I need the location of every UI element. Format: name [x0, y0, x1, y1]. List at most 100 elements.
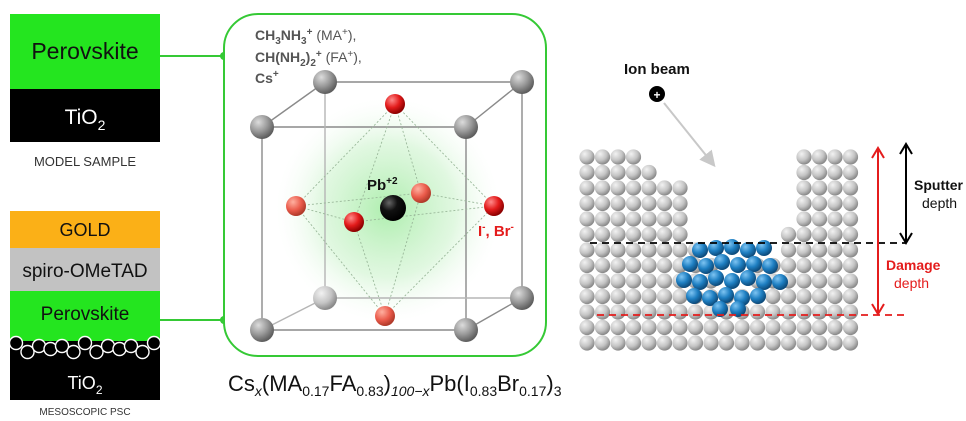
substrate-atom — [811, 304, 828, 320]
substrate-atom — [610, 149, 626, 165]
substrate-atom — [610, 211, 626, 227]
substrate-atom — [625, 288, 642, 305]
substrate-atom — [594, 335, 611, 351]
formula-subscript: 0.83 — [356, 383, 383, 399]
cation-label-fa: CH(NH2)2+ (FA+), — [255, 49, 362, 69]
substrate-atom — [811, 319, 828, 336]
halide-atom — [411, 183, 431, 203]
substrate-atom — [579, 149, 595, 165]
substrate-atom — [579, 242, 595, 258]
substrate-atom — [610, 180, 626, 196]
a-site-atom — [313, 286, 337, 310]
implanted-ion — [676, 272, 692, 288]
formula-subscript: 0.83 — [470, 383, 497, 399]
implanted-ion — [730, 257, 746, 273]
substrate-atom — [579, 304, 595, 320]
substrate-atom — [842, 226, 859, 243]
substrate-atom — [796, 288, 812, 305]
substrate-atom — [749, 319, 766, 336]
substrate-atom — [687, 335, 704, 351]
substrate-atom — [625, 335, 642, 351]
substrate-atom — [625, 226, 642, 243]
substrate-atom — [827, 149, 843, 165]
substrate-atom — [811, 180, 828, 196]
substrate-atom — [703, 335, 719, 351]
substrate-atom — [656, 335, 673, 351]
ion-trajectory-arrow — [663, 102, 716, 168]
formula-part: ) — [384, 371, 391, 396]
substrate-atom — [656, 257, 673, 274]
a-site-atom — [250, 318, 274, 342]
substrate-atom — [796, 273, 812, 289]
formula-part: (MA — [262, 371, 303, 396]
substrate-atom — [780, 335, 797, 351]
substrate-atom — [842, 273, 859, 289]
substrate-atom — [594, 149, 611, 165]
model-perovskite-label: Perovskite — [31, 38, 138, 64]
substrate-atom — [796, 257, 812, 274]
formula-part: FA — [329, 371, 356, 396]
substrate-atom — [594, 226, 611, 243]
substrate-atom — [718, 335, 735, 351]
pb-label: Pb+2 — [367, 176, 398, 194]
tio2-particle — [66, 344, 81, 360]
meso-perovskite-layer — [10, 291, 160, 341]
substrate-atom — [579, 273, 595, 289]
connectors — [160, 52, 228, 324]
implanted-ion — [686, 288, 702, 304]
damage-label: Damage — [886, 257, 941, 273]
sputter-depth-label: depth — [922, 195, 957, 211]
tio2-particle — [8, 335, 24, 351]
substrate-atom — [594, 195, 611, 212]
ion-icon — [649, 86, 665, 102]
implanted-ion — [724, 239, 740, 255]
substrate-atom — [811, 164, 828, 181]
formula-subscript: 0.17 — [519, 383, 546, 399]
substrate-atom — [827, 211, 843, 227]
a-site-atom — [510, 70, 534, 94]
substrate-atom — [594, 164, 611, 181]
substrate-atom — [672, 242, 688, 258]
substrate-atom — [579, 164, 595, 181]
substrate-atom — [827, 257, 843, 274]
substrate-atom — [610, 273, 626, 289]
substrate-atom — [594, 242, 611, 258]
substrate-atom — [811, 211, 828, 227]
pb-atom — [380, 195, 406, 221]
substrate-atom — [780, 226, 797, 243]
model-sample-stack: Perovskite TiO2 MODEL SAMPLE — [10, 14, 160, 169]
substrate-atom — [796, 149, 812, 165]
ion-beam-label: Ion beam — [624, 61, 690, 78]
substrate-atom — [594, 211, 611, 227]
formula-subscript: 100−x — [391, 383, 431, 399]
substrate-atom — [625, 319, 642, 336]
mesoscopic-stack: GOLD spiro-OMeTAD Perovskite TiO2 MESOSC… — [8, 211, 162, 418]
damage-bracket-bottom-arrow — [871, 303, 885, 316]
implanted-ion — [698, 258, 714, 274]
model-perovskite-layer — [10, 14, 160, 89]
formula-subscript: 3 — [554, 383, 562, 399]
formula-part: ) — [546, 371, 553, 396]
substrate-atom — [842, 257, 859, 274]
substrate-atom — [625, 180, 642, 196]
substrate-atom — [610, 195, 626, 212]
substrate-atom — [672, 211, 688, 227]
implanted-ion — [772, 274, 788, 290]
implanted-ions — [676, 239, 788, 317]
halide-atom — [344, 212, 364, 232]
mesoporous-tio2-particles — [8, 335, 162, 360]
substrate-atom — [842, 149, 859, 165]
substrate-atom — [625, 195, 642, 212]
tio2-particle — [89, 344, 104, 360]
substrate-atom — [641, 319, 657, 336]
substrate-atom — [656, 304, 673, 320]
substrate-atom — [610, 257, 626, 274]
substrate-atom — [579, 288, 595, 305]
substrate-atom — [796, 226, 812, 243]
substrate-atom — [827, 335, 843, 351]
substrate-atom — [796, 180, 812, 196]
substrate-atom — [842, 180, 859, 196]
substrate-atom — [594, 273, 611, 289]
substrate-atom — [610, 164, 626, 181]
